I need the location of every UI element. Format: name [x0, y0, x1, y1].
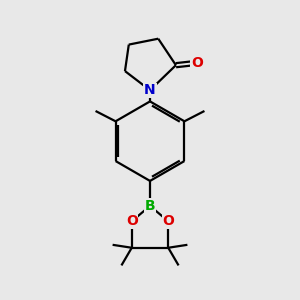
Text: O: O [162, 214, 174, 228]
Text: N: N [144, 83, 156, 97]
Text: B: B [145, 199, 155, 213]
Text: O: O [191, 56, 203, 70]
Text: O: O [126, 214, 138, 228]
